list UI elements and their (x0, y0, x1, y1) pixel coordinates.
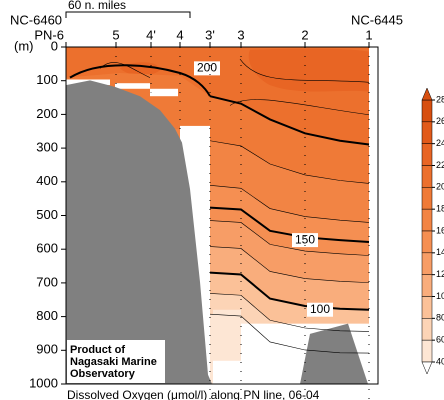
colorbar-cell (421, 274, 433, 297)
y-tick-label: 500 (36, 207, 58, 222)
colorbar-label: 120 (436, 269, 444, 279)
colorbar-cell (421, 318, 433, 341)
y-tick-label: 400 (36, 173, 58, 188)
y-tick-label: 700 (36, 274, 58, 289)
scale-bar (65, 11, 191, 18)
contour-label-bg (307, 302, 333, 317)
note-text: Product of (70, 344, 125, 356)
station-label: 5 (112, 27, 119, 42)
station-id: NC-6460 (10, 12, 62, 27)
colorbar-label: 260 (436, 116, 444, 126)
colorbar-label: 100 (436, 291, 444, 301)
colorbar-label: 80 (436, 313, 444, 323)
colorbar-cell (421, 143, 433, 166)
colorbar-label: 220 (436, 160, 444, 170)
colorbar-cell (421, 230, 433, 254)
contour-label: 200 (197, 61, 217, 75)
colorbar-cell (421, 165, 433, 188)
no-data (213, 360, 241, 384)
colorbar-label: 140 (436, 247, 444, 257)
colorbar-cell (421, 252, 433, 275)
colorbar-extend (421, 87, 433, 101)
no-data (115, 83, 150, 89)
contour-line (209, 185, 370, 223)
station-label: 1 (365, 27, 372, 42)
colorbar-label: 200 (436, 182, 444, 192)
contour-line-major (209, 271, 370, 311)
no-data (150, 88, 178, 97)
station-label: 4 (176, 27, 183, 42)
station-label: 2 (301, 27, 308, 42)
colorbar-cell (421, 339, 433, 363)
note-box (67, 340, 165, 383)
y-tick-label: 900 (36, 342, 58, 357)
chart-title: Dissolved Oxygen (μmol/l) along PN line,… (67, 388, 320, 400)
station-label: 3' (205, 27, 215, 42)
colorbar-label: 160 (436, 225, 444, 235)
contour-line (209, 220, 370, 256)
contour-label: 100 (310, 302, 330, 316)
colorbar-cell (421, 99, 433, 123)
station-label: 4' (146, 27, 156, 42)
station-label: 3 (237, 27, 244, 42)
contour-line (99, 58, 370, 116)
colorbar-label: 60 (436, 335, 444, 345)
station-label: PN-6 (34, 27, 64, 42)
contour-line (209, 293, 370, 332)
y-axis-label: (m) (14, 38, 34, 53)
contour-line (209, 140, 370, 184)
contour-label-bg (194, 61, 220, 76)
y-tick-label: 800 (36, 308, 58, 323)
contour-line-major (69, 64, 211, 97)
deep-water (213, 309, 241, 361)
colorbar-label: 280 (436, 94, 444, 104)
y-tick-label: 200 (36, 106, 58, 121)
contour-label-bg (292, 233, 318, 248)
scale-label: 60 n. miles (68, 0, 126, 12)
colorbar-extend (421, 361, 433, 375)
y-tick-label: 0 (51, 38, 58, 53)
station-id: NC-6445 (351, 12, 403, 27)
seafloor (66, 80, 212, 385)
contour-label: 150 (295, 232, 315, 246)
y-tick-label: 300 (36, 140, 58, 155)
colorbar-label: 240 (436, 138, 444, 148)
y-tick-label: 100 (36, 72, 58, 87)
no-data (369, 47, 378, 384)
colorbar-label: 40 (436, 356, 444, 366)
y-tick-label: 1000 (29, 375, 58, 390)
note-text: Nagasaki Marine (70, 356, 157, 368)
contour-line (209, 313, 370, 354)
contour-line-major (209, 206, 370, 243)
y-tick-label: 600 (36, 241, 58, 256)
colorbar-cell (421, 208, 433, 232)
contour-line (209, 246, 370, 283)
colorbar-label: 180 (436, 204, 444, 214)
colorbar-cell (421, 296, 433, 319)
colorbar-cell (421, 187, 433, 210)
note-text: Observatory (70, 368, 136, 380)
seafloor (300, 323, 368, 384)
colorbar-cell (421, 121, 433, 144)
